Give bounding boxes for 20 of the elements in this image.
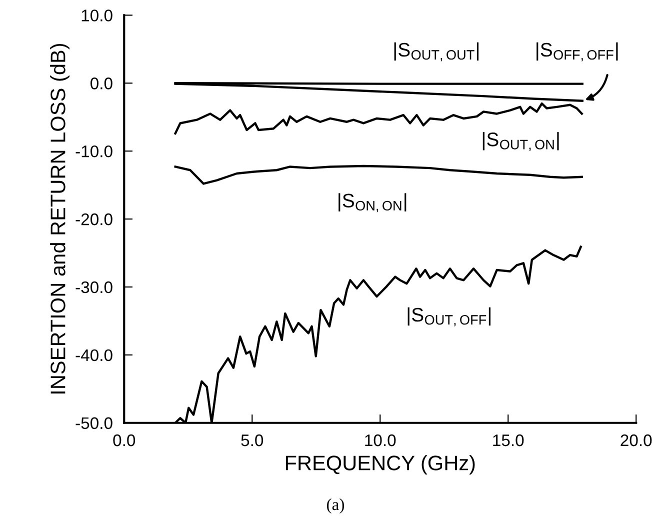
- y-tick-label: 0.0: [90, 78, 112, 90]
- y-axis-title: INSERTION and RETURN LOSS (dB): [50, 44, 70, 394]
- text: (a): [326, 498, 344, 514]
- x-tick-label: 20.0: [620, 434, 652, 446]
- series-label: |S$_{OUT,OFF}$|: [408, 307, 490, 326]
- y-tick-label: 10.0: [82, 10, 112, 22]
- y-tick-label: -50.0: [76, 417, 112, 430]
- y-tick-label: -40.0: [76, 349, 112, 362]
- y-tick-label: -20.0: [76, 213, 112, 226]
- y-tick-label: -10.0: [76, 145, 112, 158]
- series-label: |S$_{ON,ON}$|: [338, 193, 406, 212]
- x-tick-label: 15.0: [493, 434, 524, 446]
- series-label: |S$_{OUT,ON}$|: [482, 132, 559, 151]
- series-label: |S$_{OFF,OFF}$|: [536, 42, 618, 62]
- series-label: |S$_{OUT,OUT}$|: [394, 42, 479, 62]
- y-tick-label: -30.0: [76, 281, 112, 294]
- x-tick-label: 10.0: [365, 434, 396, 446]
- x-tick-label: 0.0: [113, 434, 136, 446]
- x-axis-title: FREQUENCY (GHz): [286, 455, 475, 474]
- x-tick-label: 5.0: [241, 434, 264, 446]
